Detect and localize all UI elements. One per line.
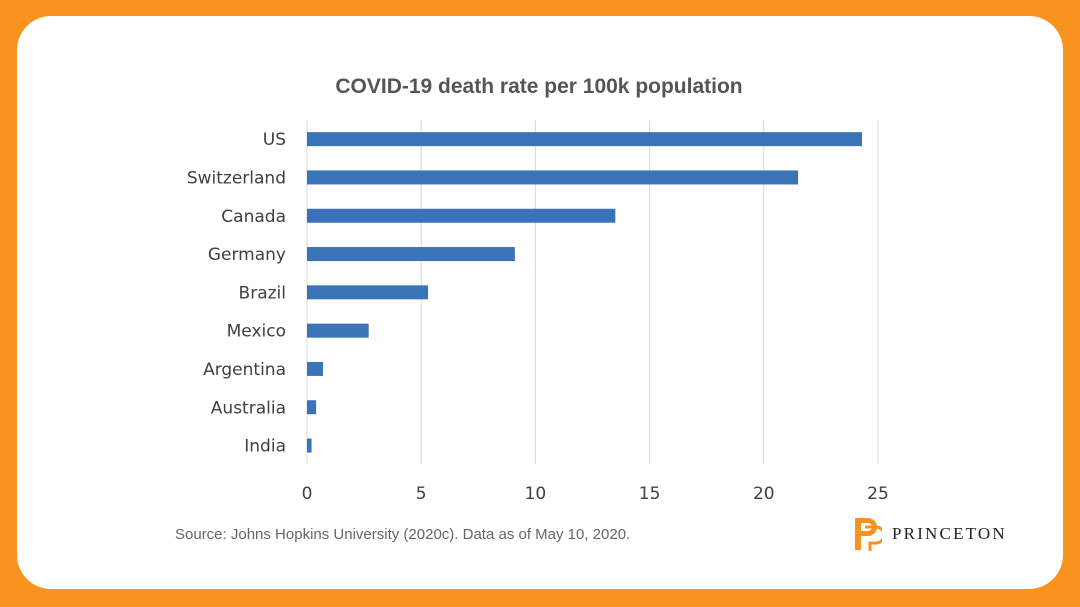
bar-brazil [307, 285, 429, 300]
bar-us [307, 132, 863, 147]
source-note: Source: Johns Hopkins University (2020c)… [175, 526, 631, 543]
chart-card [17, 16, 1063, 589]
princeton-p-icon [855, 518, 882, 551]
x-tick-labels: 0 5 10 15 20 25 [302, 484, 889, 504]
bar-switzerland [307, 170, 799, 185]
category-labels: US Switzerland Canada Germany Brazil Mexico Ar… [187, 130, 286, 456]
category-label-mexico: Mexico [227, 322, 286, 342]
x-tick-label: 25 [867, 484, 889, 504]
bars [307, 132, 863, 453]
x-tick-label: 15 [639, 484, 661, 504]
bar-india [307, 438, 312, 453]
category-label-canada: Canada [221, 207, 286, 227]
x-tick-label: 0 [302, 484, 313, 504]
bar-germany [307, 247, 515, 262]
category-label-germany: Germany [208, 245, 286, 265]
bar-mexico [307, 323, 369, 338]
logo-text: PRINCETON [892, 524, 1007, 543]
category-label-brazil: Brazil [239, 283, 286, 303]
category-label-australia: Australia [211, 398, 286, 418]
bar-australia [307, 400, 317, 415]
bar-argentina [307, 361, 323, 376]
category-label-argentina: Argentina [203, 360, 286, 380]
princeton-logo: PRINCETON [852, 514, 1007, 554]
category-label-switzerland: Switzerland [187, 168, 286, 188]
category-label-india: India [244, 437, 286, 457]
x-tick-label: 20 [753, 484, 775, 504]
chart-title: COVID-19 death rate per 100k population [335, 75, 742, 98]
x-tick-label: 5 [416, 484, 427, 504]
x-tick-label: 10 [525, 484, 547, 504]
bar-canada [307, 208, 616, 223]
category-label-us: US [263, 130, 286, 150]
